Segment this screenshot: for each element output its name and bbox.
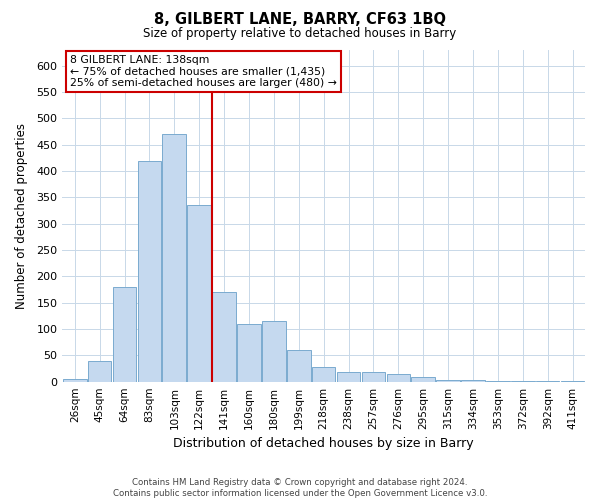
Bar — [187, 206, 211, 382]
Bar — [386, 374, 410, 382]
Text: 8 GILBERT LANE: 138sqm
← 75% of detached houses are smaller (1,435)
25% of semi-: 8 GILBERT LANE: 138sqm ← 75% of detached… — [70, 55, 337, 88]
Bar — [237, 324, 261, 382]
Bar — [113, 287, 136, 382]
Bar — [312, 367, 335, 382]
Text: Contains HM Land Registry data © Crown copyright and database right 2024.
Contai: Contains HM Land Registry data © Crown c… — [113, 478, 487, 498]
Bar — [561, 381, 584, 382]
Bar — [412, 378, 435, 382]
Bar — [287, 350, 311, 382]
Bar — [262, 321, 286, 382]
Bar — [511, 381, 535, 382]
Bar — [461, 380, 485, 382]
Bar — [63, 379, 86, 382]
Bar — [88, 360, 112, 382]
Text: Size of property relative to detached houses in Barry: Size of property relative to detached ho… — [143, 28, 457, 40]
Bar — [362, 372, 385, 382]
Bar — [536, 380, 559, 382]
Bar — [212, 292, 236, 382]
Bar — [163, 134, 186, 382]
Y-axis label: Number of detached properties: Number of detached properties — [15, 123, 28, 309]
Bar — [137, 160, 161, 382]
X-axis label: Distribution of detached houses by size in Barry: Distribution of detached houses by size … — [173, 437, 474, 450]
Bar — [436, 380, 460, 382]
Bar — [486, 380, 510, 382]
Text: 8, GILBERT LANE, BARRY, CF63 1BQ: 8, GILBERT LANE, BARRY, CF63 1BQ — [154, 12, 446, 28]
Bar — [337, 372, 361, 382]
